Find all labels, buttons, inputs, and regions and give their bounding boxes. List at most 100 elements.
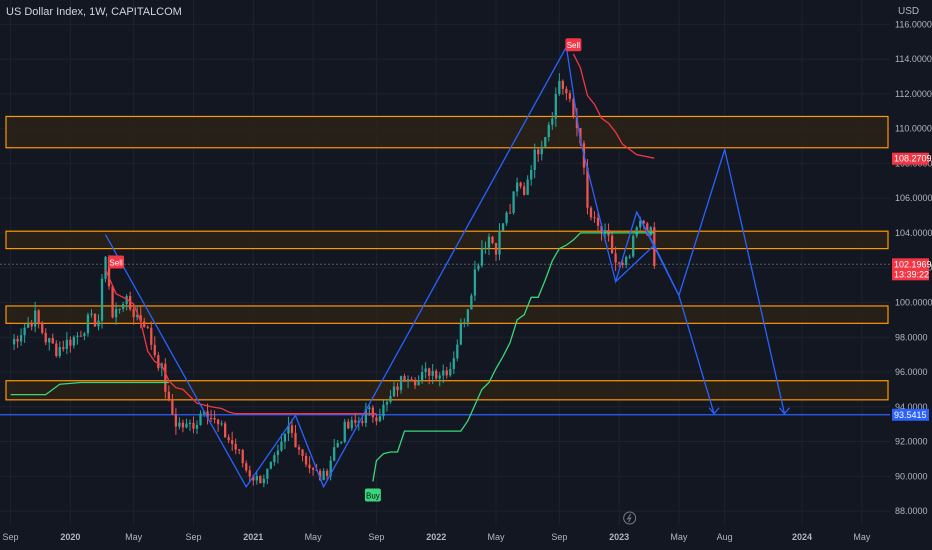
candle-body [238,449,241,451]
y-axis-tick-label: 92.0000 [895,437,928,447]
candle-body [30,323,33,327]
candle-body [118,308,121,310]
candle-body [72,336,76,346]
candle-body [410,379,413,382]
candle-body [259,475,262,484]
candle-body [494,242,498,255]
candle-body [83,333,86,336]
x-axis-tick-label: May [670,532,688,542]
candle-body [530,170,533,180]
y-axis-tick-label: 88.0000 [895,506,928,516]
x-axis-tick-label: 2020 [60,532,80,542]
candle-body [262,478,265,484]
candle-body [164,363,167,392]
x-axis-tick-label: May [125,532,143,542]
price-label-value: 93.5415 [894,410,927,420]
x-axis-tick-label: 2021 [243,532,263,542]
candle-body [37,310,40,323]
candle-body [625,256,628,265]
candle-body [554,94,557,119]
candle-body [424,368,427,373]
candle-body [44,332,47,343]
candle-body [304,455,308,465]
y-axis-tick-label: 112.0000 [895,89,932,99]
candle-body [589,207,593,218]
candle-body [614,253,617,263]
candle-body [340,442,343,444]
candle-body [561,80,564,89]
candle-body [322,470,325,480]
candle-body [417,380,420,386]
candle-body [501,223,505,231]
y-axis-tick-label: 100.0000 [895,297,932,307]
y-axis-tick-label: 116.0000 [895,19,932,29]
candle-body [459,324,462,345]
candle-body [610,235,614,254]
resistance-zone [5,115,889,149]
candle-body [19,335,23,342]
candle-body [283,433,287,442]
sell-stop-line [572,53,655,159]
candle-body [575,116,579,129]
arrow-head [708,407,720,415]
resistance-zone [5,230,889,250]
candle-body [565,88,568,94]
x-axis-tick-label: 2023 [609,532,629,542]
x-axis-tick-label: 2022 [426,532,446,542]
candle-body [399,376,403,391]
candle-body [185,423,188,428]
candle-body [62,347,65,349]
candle-body [129,296,132,310]
candle-body [646,223,649,236]
events-lightning-icon [623,511,637,525]
candle-body [336,443,339,448]
candle-body [209,417,213,419]
candle-body [178,422,181,427]
candle-body [382,404,385,417]
candle-body [34,310,37,327]
candle-body [435,370,438,379]
currency-label: USD [898,6,920,17]
candle-body [195,425,199,429]
candle-body [153,344,156,356]
candle-body [245,463,248,471]
candle-body [107,256,111,287]
candle-body [389,396,392,402]
lightning-icon-glyph [626,513,632,523]
candle-body [86,314,90,334]
y-axis-tick-label: 114.0000 [895,54,932,64]
candle-body [241,450,244,464]
candle-body [294,432,297,448]
candle-body [55,343,58,357]
candle-body [470,295,473,310]
candle-body [403,376,406,382]
candle-body [456,344,459,359]
candle-body [364,409,367,424]
candle-body [466,309,470,323]
candle-body [273,455,276,463]
signal-marker-label: Sell [567,41,581,50]
candle-body [635,227,638,236]
candle-body [487,236,491,248]
candle-body [248,470,251,477]
candle-body [157,355,160,369]
candle-body [600,225,603,234]
price-label-bg [892,152,929,165]
candle-body [361,421,364,424]
candle-body [48,338,51,343]
candle-body [290,425,294,433]
candle-body [523,186,526,195]
candle-body [603,229,607,234]
candle-body [628,256,631,258]
candle-body [406,379,410,382]
candle-body [58,347,61,357]
x-axis-tick-label: Sep [368,532,384,542]
candle-body [544,137,547,147]
candle-body [392,386,396,397]
candle-body [79,335,83,337]
candle-body [473,269,477,296]
x-axis-tick-label: Aug [717,532,733,542]
y-axis-tick-label: 98.0000 [895,332,928,342]
candle-body [104,256,107,279]
